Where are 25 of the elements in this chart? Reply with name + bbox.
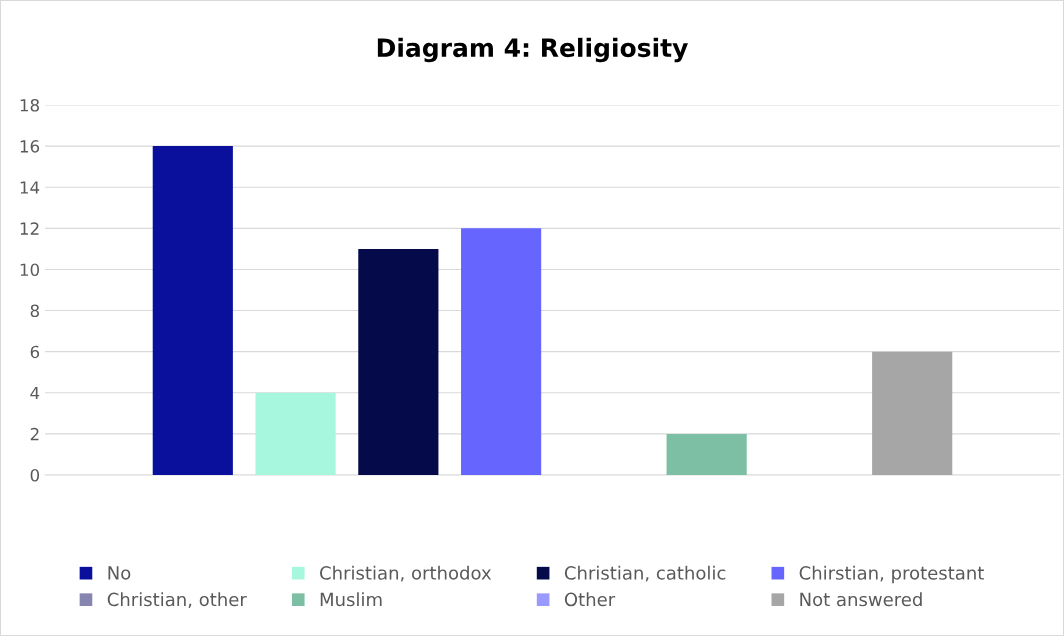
bar	[461, 228, 542, 475]
legend-label: Chirstian, protestant	[799, 565, 984, 584]
legend-label: Muslim	[320, 592, 382, 607]
bar	[872, 351, 953, 475]
legend-label: Not answered	[800, 592, 922, 607]
bar	[666, 433, 747, 475]
y-tick-label: 10	[20, 263, 40, 277]
bar	[358, 248, 439, 475]
y-tick-label: 14	[20, 181, 40, 194]
y-tick-label: 16	[20, 140, 40, 153]
y-tick-label: 2	[30, 427, 39, 441]
bar	[152, 146, 233, 475]
y-tick-label: 18	[20, 98, 39, 112]
y-tick-label: 8	[30, 304, 39, 318]
legend-label: Christian, other	[107, 592, 247, 609]
legend-label: No	[108, 566, 131, 580]
y-tick-label: 12	[20, 222, 39, 235]
legend-label: Christian, orthodox	[320, 565, 492, 582]
y-tick-label: 6	[30, 345, 40, 359]
bar	[255, 392, 336, 475]
y-tick-label: 4	[30, 386, 40, 400]
legend-label: Christian, catholic	[564, 565, 726, 582]
y-tick-label: 0	[30, 468, 40, 482]
legend-label: Other	[564, 592, 616, 607]
chart-title: Diagram 4: Religiosity	[377, 37, 688, 63]
